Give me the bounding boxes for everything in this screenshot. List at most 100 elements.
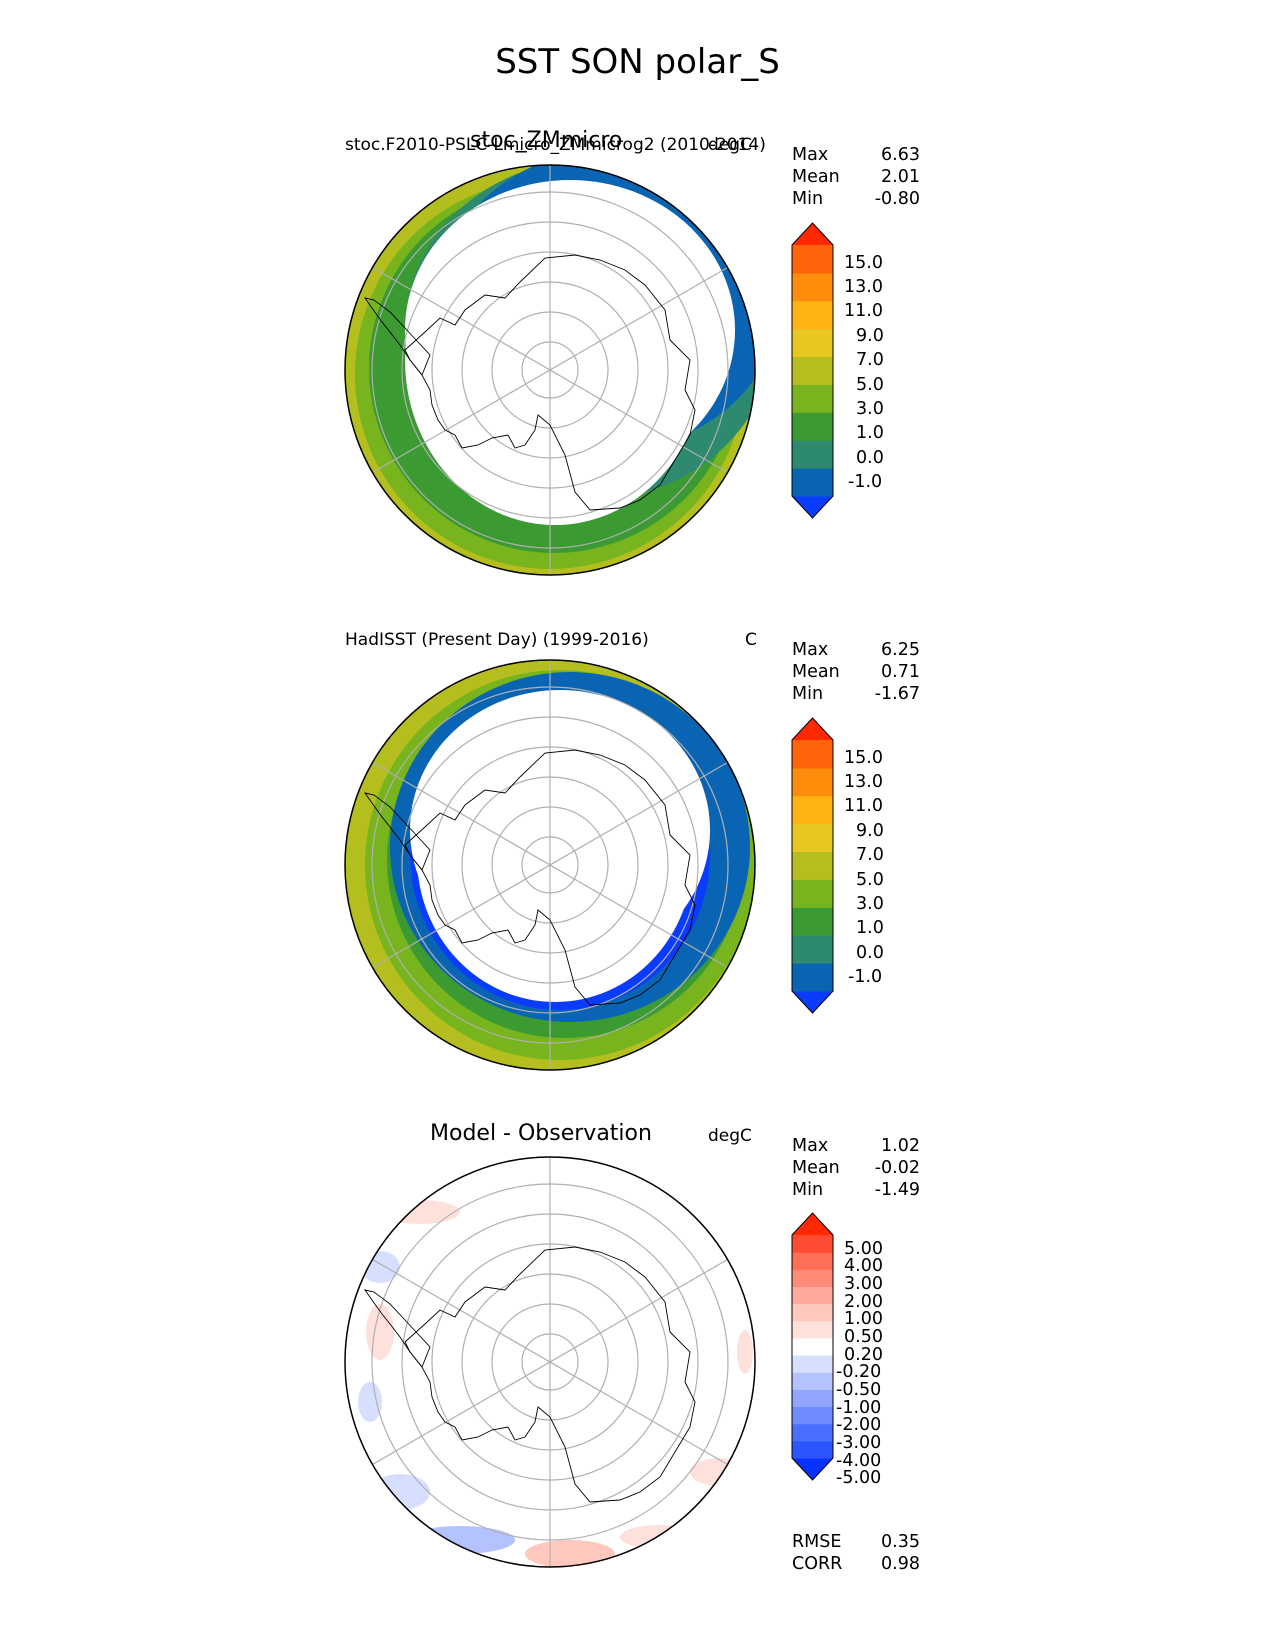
colorbar-segment xyxy=(792,851,833,880)
panel-left-title: stoc.F2010-PSLC-Lmicro_ZMmicrog2 (2010-2… xyxy=(345,135,766,155)
colorbar-extend-bottom xyxy=(792,991,833,1013)
anomaly-patch xyxy=(620,1525,700,1549)
colorbar-segment xyxy=(792,384,833,413)
meridian-line xyxy=(372,266,728,474)
colorbar-tick: 0.0 xyxy=(856,943,884,963)
colorbar-tick: 15.0 xyxy=(844,253,883,273)
panel-units: degC xyxy=(708,1126,752,1146)
colorbar-segment xyxy=(792,1406,833,1425)
colorbar-tick: 9.0 xyxy=(856,326,884,346)
coastline xyxy=(404,749,696,1006)
colorbar-tick: -5.00 xyxy=(836,1468,882,1488)
colorbar-extend-top xyxy=(792,223,833,245)
colorbar xyxy=(791,717,834,1014)
colorbar-tick: 13.0 xyxy=(844,277,883,297)
colorbar-tick: 7.0 xyxy=(856,845,884,865)
map-boundary xyxy=(344,659,756,1071)
colorbar-segment xyxy=(792,1337,833,1356)
map-boundary xyxy=(344,164,756,576)
anomaly-patch xyxy=(690,1458,750,1486)
colorbar-tick: 3.0 xyxy=(856,894,884,914)
sea-ice xyxy=(405,180,735,480)
colorbar-segment xyxy=(792,1235,833,1253)
colorbar-segment xyxy=(792,412,833,441)
colorbar-segment xyxy=(792,1389,833,1408)
sea-ice xyxy=(410,690,710,970)
colorbar-segment xyxy=(792,1320,833,1339)
colorbar-extend-top xyxy=(792,1213,833,1235)
anomaly-patch xyxy=(525,1540,615,1567)
figure-title: SST SON polar_S xyxy=(495,42,780,82)
colorbar-tick: 5.0 xyxy=(856,375,884,395)
colorbar-tick: 0.0 xyxy=(856,448,884,468)
colorbar-tick: 3.0 xyxy=(856,399,884,419)
map-boundary xyxy=(344,1156,756,1568)
colorbar-segment xyxy=(792,468,833,497)
colorbar-tick: -0.20 xyxy=(836,1362,882,1382)
anomaly-patch xyxy=(737,1330,753,1374)
panel-left-title: HadISST (Present Day) (1999-2016) xyxy=(345,630,649,650)
anomaly-patch xyxy=(360,1251,400,1283)
anomaly-patch xyxy=(366,1304,394,1360)
colorbar-segment xyxy=(792,795,833,825)
graticule xyxy=(371,165,729,575)
colorbar-outline xyxy=(791,222,834,519)
panel-units: degC xyxy=(708,135,752,155)
colorbar-tick: 1.0 xyxy=(856,423,884,443)
colorbar-tick: -1.0 xyxy=(848,472,883,492)
antarctica-coastline xyxy=(363,749,696,1006)
colorbar-tick: 5.0 xyxy=(856,870,884,890)
anomaly-patch xyxy=(358,1382,382,1422)
panel-center-title: Model - Observation xyxy=(430,1121,652,1146)
polar-map xyxy=(344,659,756,1071)
anomaly-patch xyxy=(405,1526,515,1554)
colorbar-tick: -3.00 xyxy=(836,1433,882,1453)
antarctica-coastline xyxy=(363,1246,696,1503)
panel-units: C xyxy=(745,630,757,650)
colorbar-extend-top xyxy=(792,718,833,740)
colorbar-tick: 0.50 xyxy=(844,1327,883,1347)
colorbar-segment xyxy=(792,879,833,908)
colorbar-tick: 1.00 xyxy=(844,1309,883,1329)
colorbar-tick: 3.00 xyxy=(844,1274,883,1294)
colorbar-tick: 9.0 xyxy=(856,821,884,841)
coastline xyxy=(404,1246,696,1503)
colorbar-tick: -2.00 xyxy=(836,1415,882,1435)
peninsula-coastline xyxy=(363,792,431,871)
colorbar-tick: -0.50 xyxy=(836,1380,882,1400)
colorbar-segment xyxy=(792,935,833,964)
colorbar-segment xyxy=(792,1440,833,1459)
colorbar-tick: -1.00 xyxy=(836,1398,882,1418)
meridian-line xyxy=(372,761,728,969)
graticule xyxy=(371,1157,729,1567)
colorbar-extend-bottom xyxy=(792,496,833,518)
colorbar-segment xyxy=(792,740,833,769)
colorbar-tick: 11.0 xyxy=(844,796,883,816)
colorbar-segment xyxy=(792,1252,833,1270)
colorbar-tick: 11.0 xyxy=(844,301,883,321)
colorbar-segment xyxy=(792,1372,833,1390)
graticule xyxy=(371,660,729,1070)
peninsula-coastline xyxy=(363,1289,431,1368)
colorbar-tick: 0.20 xyxy=(844,1345,883,1365)
colorbar-tick: -1.0 xyxy=(848,967,883,987)
colorbar-tick: 15.0 xyxy=(844,748,883,768)
colorbar-segment xyxy=(792,440,833,469)
colorbar-segment xyxy=(792,907,833,936)
colorbar-tick: 4.00 xyxy=(844,1256,883,1276)
antarctica-coastline xyxy=(363,254,696,511)
colorbar-tick: 7.0 xyxy=(856,350,884,370)
colorbar-segment xyxy=(792,767,833,797)
colorbar-tick: 1.0 xyxy=(856,918,884,938)
panel-center-title: stoc_ZMmicro xyxy=(470,128,623,153)
colorbar-segment xyxy=(792,356,833,385)
colorbar-extend-bottom xyxy=(792,1458,833,1480)
colorbar-segment xyxy=(792,1269,833,1287)
colorbar-segment xyxy=(792,1286,833,1305)
colorbar-segment xyxy=(792,300,833,330)
colorbar-outline xyxy=(791,717,834,1014)
colorbar-segment xyxy=(792,272,833,302)
polar-map xyxy=(344,1156,756,1568)
colorbar-segment xyxy=(792,245,833,274)
